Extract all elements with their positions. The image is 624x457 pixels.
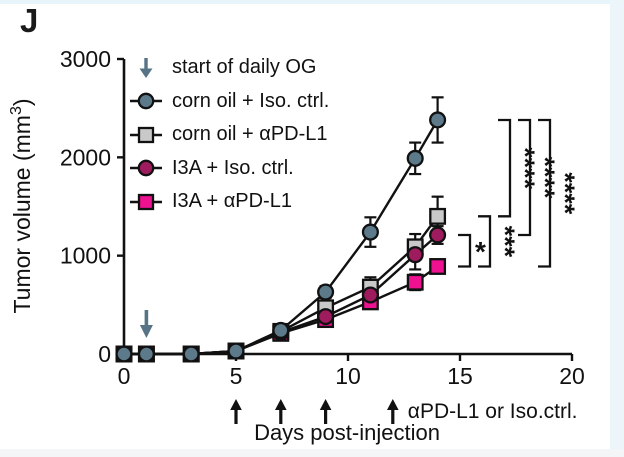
arrow-down-icon (139, 57, 153, 78)
square-marker (137, 193, 155, 210)
legend-item-i3a-apdl1: I3A + αPD-L1 (128, 185, 329, 219)
significance-bracket: * (458, 233, 486, 268)
data-point (137, 345, 155, 363)
square-marker-icon (130, 126, 162, 143)
legend-item-label: start of daily OG (172, 56, 317, 79)
circle-marker (137, 92, 155, 110)
data-point (429, 226, 447, 244)
x-tick-label: 10 (335, 363, 361, 389)
legend-item-label: I3A + αPD-L1 (172, 190, 292, 213)
data-point (406, 246, 424, 264)
treatment-arrows-label: αPD-L1 or Iso.ctrl. (408, 400, 578, 423)
significance-label: *** (490, 226, 520, 258)
legend-item-i3a-iso-ctrl: I3A + Iso. ctrl. (128, 152, 329, 186)
bracket-line (498, 118, 512, 218)
data-point (317, 283, 335, 301)
y-tick-label: 1000 (60, 243, 111, 269)
data-point (406, 149, 424, 167)
data-point (115, 345, 133, 363)
circle-marker-icon (130, 92, 162, 110)
significance-bracket: **** (538, 118, 580, 268)
y-axis-title: Tumor volume (mm3) (8, 98, 35, 313)
legend-item-label: corn oil + αPD-L1 (172, 123, 328, 146)
data-point (182, 345, 200, 363)
legend-item-label: corn oil + Iso. ctrl. (172, 89, 330, 112)
square-marker (137, 126, 155, 143)
y-tick-label: 0 (98, 341, 111, 367)
arrow-head (139, 68, 153, 78)
data-point (406, 273, 424, 291)
data-point (317, 308, 335, 326)
significance-label: * (475, 236, 486, 267)
data-point (361, 223, 379, 241)
data-point (361, 286, 379, 304)
arrow-head (387, 399, 399, 410)
significance-bracket: *** (478, 215, 520, 268)
panel-label: J (20, 2, 40, 39)
bracket-line (458, 233, 472, 268)
data-point (429, 258, 447, 275)
bracket-line (478, 215, 492, 268)
x-tick-label: 20 (559, 363, 585, 389)
data-point (429, 207, 447, 225)
arrow-head (319, 399, 332, 410)
arrow-head (275, 399, 287, 410)
legend-item-corn-oil-iso-ctrl: corn oil + Iso. ctrl. (128, 85, 329, 119)
legend-item-label: I3A + Iso. ctrl. (172, 156, 294, 179)
significance-bracket: **** (518, 118, 560, 237)
og-start-arrow (139, 310, 153, 338)
x-tick-label: 15 (447, 363, 473, 389)
data-point (429, 111, 447, 129)
circle-marker-icon (130, 159, 162, 177)
x-tick-label: 5 (230, 363, 243, 389)
series-markers-i3a-pd-l1 (115, 258, 447, 363)
arrow-head (230, 399, 242, 410)
y-tick-label: 3000 (60, 46, 111, 72)
treatment-arrows: αPD-L1 or Iso.ctrl. (230, 399, 577, 424)
significance-bracket: **** (498, 118, 540, 218)
significance-label: **** (510, 147, 540, 190)
y-tick-label: 2000 (60, 144, 111, 170)
square-marker-icon (130, 193, 162, 210)
data-point (272, 321, 290, 339)
bracket-line (538, 118, 552, 268)
axes: 0 5 10 15 20 0 1000 2000 3000 (60, 46, 585, 389)
significance-label: **** (530, 156, 560, 199)
x-axis-title: Days post-injection (254, 420, 440, 445)
significance-label: **** (550, 172, 580, 215)
legend-item-start-of-daily-og: start of daily OG (128, 51, 329, 85)
arrow-head (139, 325, 153, 338)
x-tick-label: 0 (118, 363, 131, 389)
chart-legend: start of daily OG corn oil + Iso. ctrl. … (128, 51, 329, 219)
circle-marker (137, 159, 155, 177)
bracket-line (518, 118, 532, 237)
legend-item-corn-oil-apdl1: corn oil + αPD-L1 (128, 118, 329, 152)
series-markers-corn-oil-iso-ctrl- (115, 111, 447, 363)
data-point (227, 342, 245, 360)
